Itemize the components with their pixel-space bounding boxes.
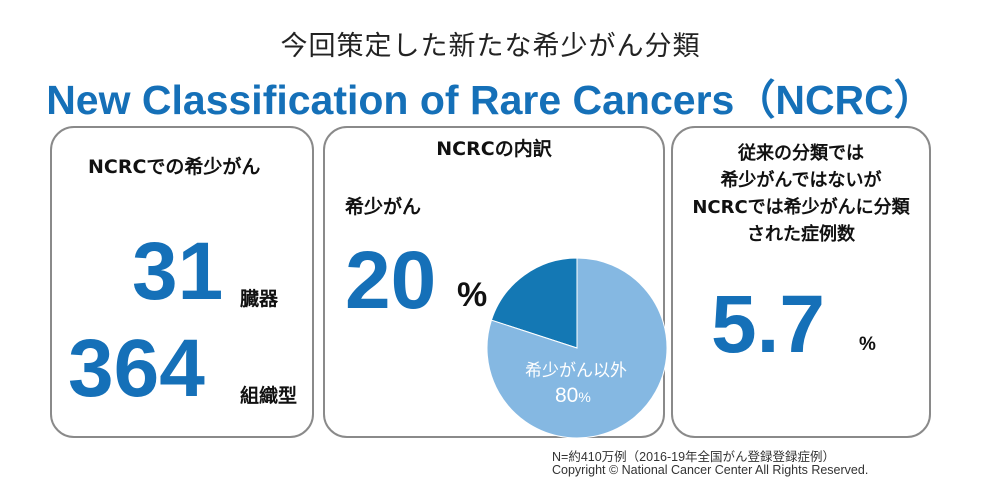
other-percent: 80% — [555, 384, 591, 408]
copyright: Copyright © National Cancer Center All R… — [552, 463, 869, 477]
card-rare-cancer-counts: NCRCでの希少がん 31 臓器 364 組織型 — [50, 126, 314, 438]
other-label: 希少がん以外 — [525, 361, 627, 381]
reclassified-unit: % — [859, 334, 876, 355]
card3-heading-line: された症例数 — [747, 224, 855, 245]
card3-heading-line: 従来の分類では — [738, 143, 864, 164]
footnote: N=約410万例（2016-19年全国がん登録登録症例） — [552, 450, 836, 464]
other-percent-unit: % — [578, 389, 591, 405]
card1-heading: NCRCでの希少がん — [88, 156, 261, 178]
card3-heading-line: NCRCでは希少がんに分類 — [692, 197, 910, 218]
pie-slice-rare — [490, 257, 578, 349]
pie-chart — [486, 257, 668, 439]
reclassified-value: 5.7 — [711, 279, 825, 370]
organs-value: 31 — [132, 226, 224, 317]
card2-heading: NCRCの内訳 — [436, 138, 552, 160]
pie-slice-other — [486, 257, 668, 439]
tissue-value: 364 — [68, 323, 205, 414]
other-percent-value: 80 — [555, 384, 579, 407]
card3-heading-line: 希少がんではないが — [720, 170, 882, 191]
rare-percent-unit: % — [457, 276, 488, 314]
organs-unit: 臓器 — [240, 288, 279, 310]
rare-label: 希少がん — [345, 196, 422, 218]
card3-heading: 従来の分類では 希少がんではないが NCRCでは希少がんに分類 された症例数 — [673, 140, 929, 248]
title-jp: 今回策定した新たな希少がん分類 — [280, 31, 701, 62]
tissue-unit: 組織型 — [240, 385, 298, 407]
rare-percent-value: 20 — [345, 235, 437, 326]
card-ncrc-breakdown: NCRCの内訳 希少がん 20 % 希少がん以外 80% — [323, 126, 668, 439]
title-en: New Classification of Rare Cancers（NCRC） — [46, 77, 935, 123]
card-reclassified-cases: 従来の分類では 希少がんではないが NCRCでは希少がんに分類 された症例数 5… — [671, 126, 931, 438]
